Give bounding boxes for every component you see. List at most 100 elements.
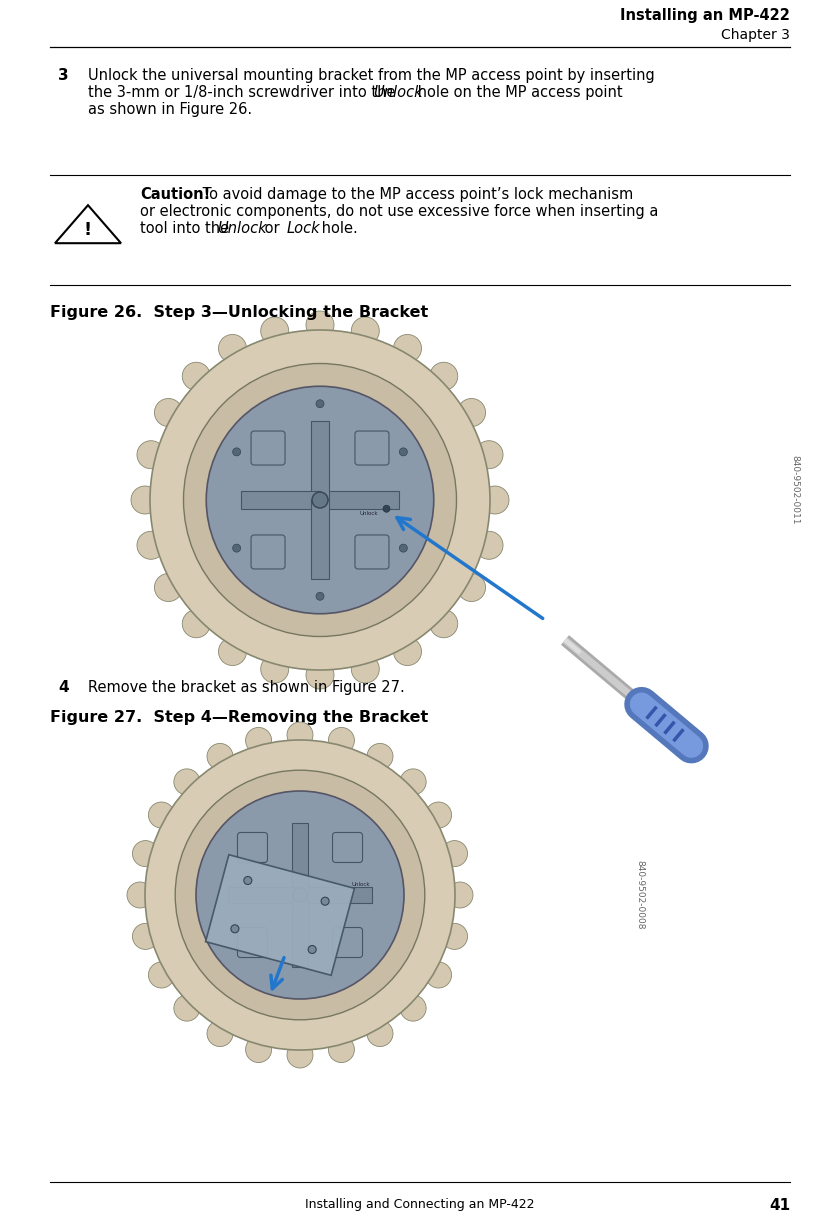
Text: Unlock the universal mounting bracket from the MP access point by inserting: Unlock the universal mounting bracket fr… — [88, 68, 655, 83]
Circle shape — [218, 638, 246, 666]
Circle shape — [137, 440, 165, 468]
Text: hole.: hole. — [317, 221, 358, 235]
Circle shape — [148, 802, 174, 828]
Circle shape — [148, 963, 174, 988]
Text: 840-9502-0008: 840-9502-0008 — [635, 860, 644, 930]
Text: Unlock: Unlock — [217, 221, 266, 235]
Text: !: ! — [84, 221, 92, 239]
Circle shape — [475, 440, 503, 468]
Circle shape — [351, 317, 380, 345]
Text: Caution!: Caution! — [140, 187, 210, 203]
Circle shape — [132, 924, 159, 949]
Circle shape — [174, 996, 200, 1021]
FancyBboxPatch shape — [237, 832, 267, 863]
Text: 41: 41 — [769, 1198, 790, 1213]
Text: Figure 27.  Step 4—Removing the Bracket: Figure 27. Step 4—Removing the Bracket — [50, 710, 428, 725]
Circle shape — [399, 544, 408, 553]
Circle shape — [246, 727, 271, 754]
Text: or electronic components, do not use excessive force when inserting a: or electronic components, do not use exc… — [140, 204, 658, 220]
Circle shape — [430, 610, 457, 638]
Circle shape — [175, 770, 425, 1020]
FancyBboxPatch shape — [355, 536, 389, 569]
Circle shape — [394, 334, 422, 362]
Text: the 3-mm or 1/8-inch screwdriver into the: the 3-mm or 1/8-inch screwdriver into th… — [88, 85, 400, 100]
Circle shape — [475, 531, 503, 559]
Polygon shape — [292, 824, 308, 895]
Circle shape — [306, 661, 334, 689]
Polygon shape — [320, 490, 399, 509]
Circle shape — [457, 399, 485, 427]
Text: hole on the MP access point: hole on the MP access point — [413, 85, 623, 100]
Circle shape — [457, 573, 485, 601]
Circle shape — [155, 399, 183, 427]
Text: Installing and Connecting an MP-422: Installing and Connecting an MP-422 — [305, 1198, 535, 1211]
Polygon shape — [206, 855, 355, 975]
Polygon shape — [311, 421, 329, 500]
Circle shape — [232, 448, 241, 456]
Circle shape — [308, 946, 316, 954]
Circle shape — [244, 876, 252, 884]
Text: Unlock: Unlock — [359, 511, 378, 516]
Text: Lock: Lock — [287, 221, 321, 235]
Circle shape — [207, 743, 233, 770]
Circle shape — [426, 963, 452, 988]
Polygon shape — [300, 887, 372, 903]
Circle shape — [182, 610, 210, 638]
Circle shape — [184, 364, 457, 637]
Circle shape — [367, 743, 393, 770]
Circle shape — [174, 769, 200, 795]
Circle shape — [321, 897, 329, 905]
Circle shape — [232, 544, 241, 553]
Circle shape — [132, 841, 159, 866]
Circle shape — [207, 1021, 233, 1047]
Text: or: or — [260, 221, 284, 235]
Text: Installing an MP-422: Installing an MP-422 — [620, 9, 790, 23]
Circle shape — [150, 329, 490, 670]
FancyBboxPatch shape — [251, 536, 285, 569]
Circle shape — [155, 573, 183, 601]
Polygon shape — [311, 500, 329, 578]
Circle shape — [442, 841, 467, 866]
Circle shape — [145, 741, 455, 1050]
Polygon shape — [228, 887, 300, 903]
Circle shape — [400, 769, 426, 795]
Text: Unlock: Unlock — [351, 882, 370, 887]
Circle shape — [399, 448, 408, 456]
Polygon shape — [292, 895, 308, 967]
Text: 3: 3 — [58, 68, 69, 83]
Circle shape — [328, 727, 355, 754]
Polygon shape — [241, 490, 320, 509]
Text: tool into the: tool into the — [140, 221, 234, 235]
Circle shape — [367, 1021, 393, 1047]
Text: Figure 26.  Step 3—Unlocking the Bracket: Figure 26. Step 3—Unlocking the Bracket — [50, 305, 428, 320]
Circle shape — [287, 722, 313, 748]
Circle shape — [182, 362, 210, 390]
Circle shape — [351, 655, 380, 683]
Circle shape — [312, 492, 328, 508]
Circle shape — [442, 924, 467, 949]
Circle shape — [261, 655, 289, 683]
FancyBboxPatch shape — [355, 431, 389, 465]
Text: 840-9502-0011: 840-9502-0011 — [791, 455, 800, 525]
Text: Unlock: Unlock — [373, 85, 423, 100]
Circle shape — [127, 882, 153, 908]
Text: as shown in Figure 26.: as shown in Figure 26. — [88, 102, 252, 117]
Text: To avoid damage to the MP access point’s lock mechanism: To avoid damage to the MP access point’s… — [198, 187, 633, 203]
Circle shape — [131, 486, 159, 514]
Circle shape — [447, 882, 473, 908]
Text: Remove the bracket as shown in Figure 27.: Remove the bracket as shown in Figure 27… — [88, 680, 404, 695]
Circle shape — [196, 791, 404, 999]
FancyBboxPatch shape — [332, 832, 362, 863]
Circle shape — [481, 486, 509, 514]
Circle shape — [328, 1037, 355, 1063]
FancyBboxPatch shape — [332, 927, 362, 958]
Circle shape — [306, 311, 334, 339]
Circle shape — [430, 362, 457, 390]
Circle shape — [383, 505, 390, 512]
Circle shape — [316, 400, 324, 407]
Circle shape — [206, 387, 433, 614]
FancyBboxPatch shape — [237, 927, 267, 958]
Circle shape — [293, 888, 307, 902]
Circle shape — [426, 802, 452, 828]
Text: 4: 4 — [58, 680, 69, 695]
